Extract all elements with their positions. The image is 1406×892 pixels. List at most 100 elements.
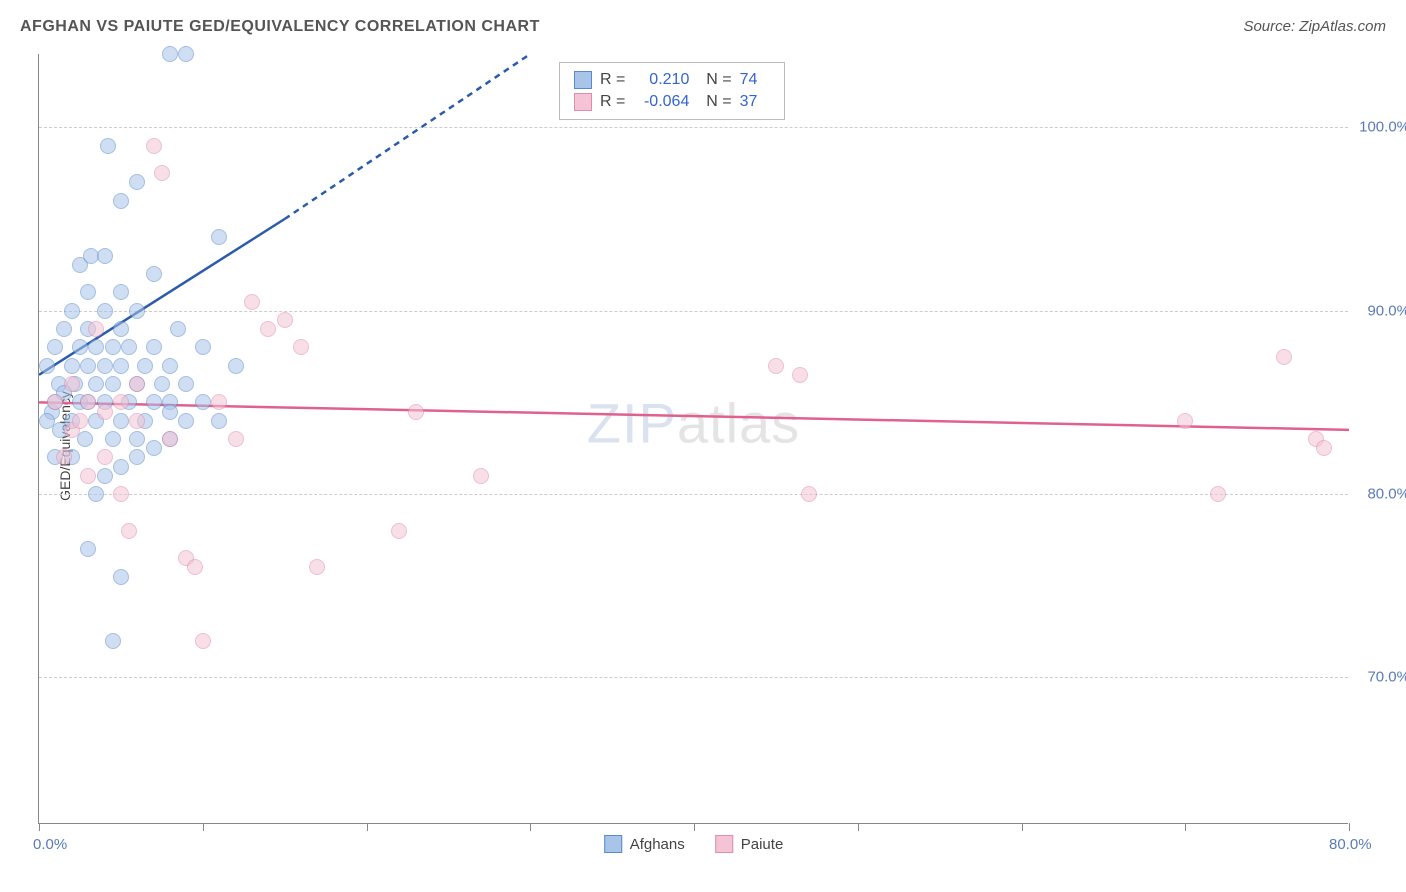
data-point — [105, 431, 121, 447]
data-point — [64, 303, 80, 319]
data-point — [129, 376, 145, 392]
data-point — [97, 468, 113, 484]
data-point — [88, 376, 104, 392]
gridline-h — [39, 494, 1348, 495]
data-point — [129, 413, 145, 429]
x-tick — [530, 823, 531, 831]
x-tick — [1185, 823, 1186, 831]
data-point — [80, 358, 96, 374]
data-point — [80, 541, 96, 557]
legend-swatch — [574, 93, 592, 111]
r-value: -0.064 — [633, 93, 689, 111]
data-point — [113, 394, 129, 410]
x-tick — [1022, 823, 1023, 831]
data-point — [244, 294, 260, 310]
data-point — [105, 339, 121, 355]
r-value: 0.210 — [633, 71, 689, 89]
data-point — [113, 358, 129, 374]
data-point — [277, 312, 293, 328]
data-point — [146, 440, 162, 456]
data-point — [1276, 349, 1292, 365]
data-point — [1316, 440, 1332, 456]
data-point — [56, 321, 72, 337]
data-point — [121, 339, 137, 355]
data-point — [178, 413, 194, 429]
data-point — [162, 46, 178, 62]
data-point — [97, 449, 113, 465]
y-tick-label: 100.0% — [1359, 119, 1406, 136]
data-point — [768, 358, 784, 374]
data-point — [88, 321, 104, 337]
data-point — [64, 358, 80, 374]
data-point — [162, 431, 178, 447]
data-point — [146, 394, 162, 410]
data-point — [72, 413, 88, 429]
data-point — [137, 358, 153, 374]
y-tick-label: 90.0% — [1367, 302, 1406, 319]
data-point — [129, 303, 145, 319]
data-point — [97, 248, 113, 264]
data-point — [80, 394, 96, 410]
data-point — [113, 284, 129, 300]
data-point — [56, 449, 72, 465]
data-point — [113, 321, 129, 337]
gridline-h — [39, 311, 1348, 312]
gridline-h — [39, 127, 1348, 128]
data-point — [80, 284, 96, 300]
data-point — [801, 486, 817, 502]
data-point — [154, 165, 170, 181]
watermark: ZIPatlas — [587, 391, 800, 456]
data-point — [187, 559, 203, 575]
data-point — [178, 376, 194, 392]
data-point — [97, 303, 113, 319]
chart-title: AFGHAN VS PAIUTE GED/EQUIVALENCY CORRELA… — [20, 18, 540, 35]
data-point — [121, 523, 137, 539]
data-point — [178, 46, 194, 62]
data-point — [77, 431, 93, 447]
y-tick-label: 80.0% — [1367, 486, 1406, 503]
data-point — [309, 559, 325, 575]
data-point — [211, 229, 227, 245]
legend-label: Afghans — [630, 836, 685, 853]
data-point — [170, 321, 186, 337]
data-point — [162, 358, 178, 374]
data-point — [260, 321, 276, 337]
n-label: N = — [697, 71, 731, 89]
data-point — [228, 358, 244, 374]
trend-line — [39, 402, 1349, 430]
data-point — [195, 394, 211, 410]
data-point — [113, 569, 129, 585]
stats-row: R =-0.064 N =37 — [574, 91, 770, 113]
data-point — [129, 431, 145, 447]
data-point — [64, 376, 80, 392]
data-point — [162, 404, 178, 420]
data-point — [88, 339, 104, 355]
data-point — [146, 266, 162, 282]
data-point — [792, 367, 808, 383]
source-label: Source: ZipAtlas.com — [1243, 18, 1386, 35]
data-point — [228, 431, 244, 447]
x-tick-label: 80.0% — [1329, 836, 1372, 853]
r-label: R = — [600, 93, 625, 111]
chart-plot-area: ZIPatlas 70.0%80.0%90.0%100.0%0.0%80.0%R… — [38, 54, 1348, 824]
data-point — [105, 633, 121, 649]
data-point — [100, 138, 116, 154]
data-point — [1210, 486, 1226, 502]
stats-row: R =0.210 N =74 — [574, 69, 770, 91]
data-point — [113, 459, 129, 475]
n-value: 74 — [740, 71, 770, 89]
data-point — [473, 468, 489, 484]
data-point — [293, 339, 309, 355]
y-tick-label: 70.0% — [1367, 669, 1406, 686]
n-label: N = — [697, 93, 731, 111]
x-tick — [1349, 823, 1350, 831]
data-point — [154, 376, 170, 392]
data-point — [129, 449, 145, 465]
data-point — [195, 633, 211, 649]
x-tick-label: 0.0% — [33, 836, 67, 853]
series-legend: Afghans Paiute — [604, 835, 784, 853]
legend-item: Paiute — [715, 835, 784, 853]
data-point — [195, 339, 211, 355]
stats-legend: R =0.210 N =74R =-0.064 N =37 — [559, 62, 785, 120]
data-point — [88, 486, 104, 502]
